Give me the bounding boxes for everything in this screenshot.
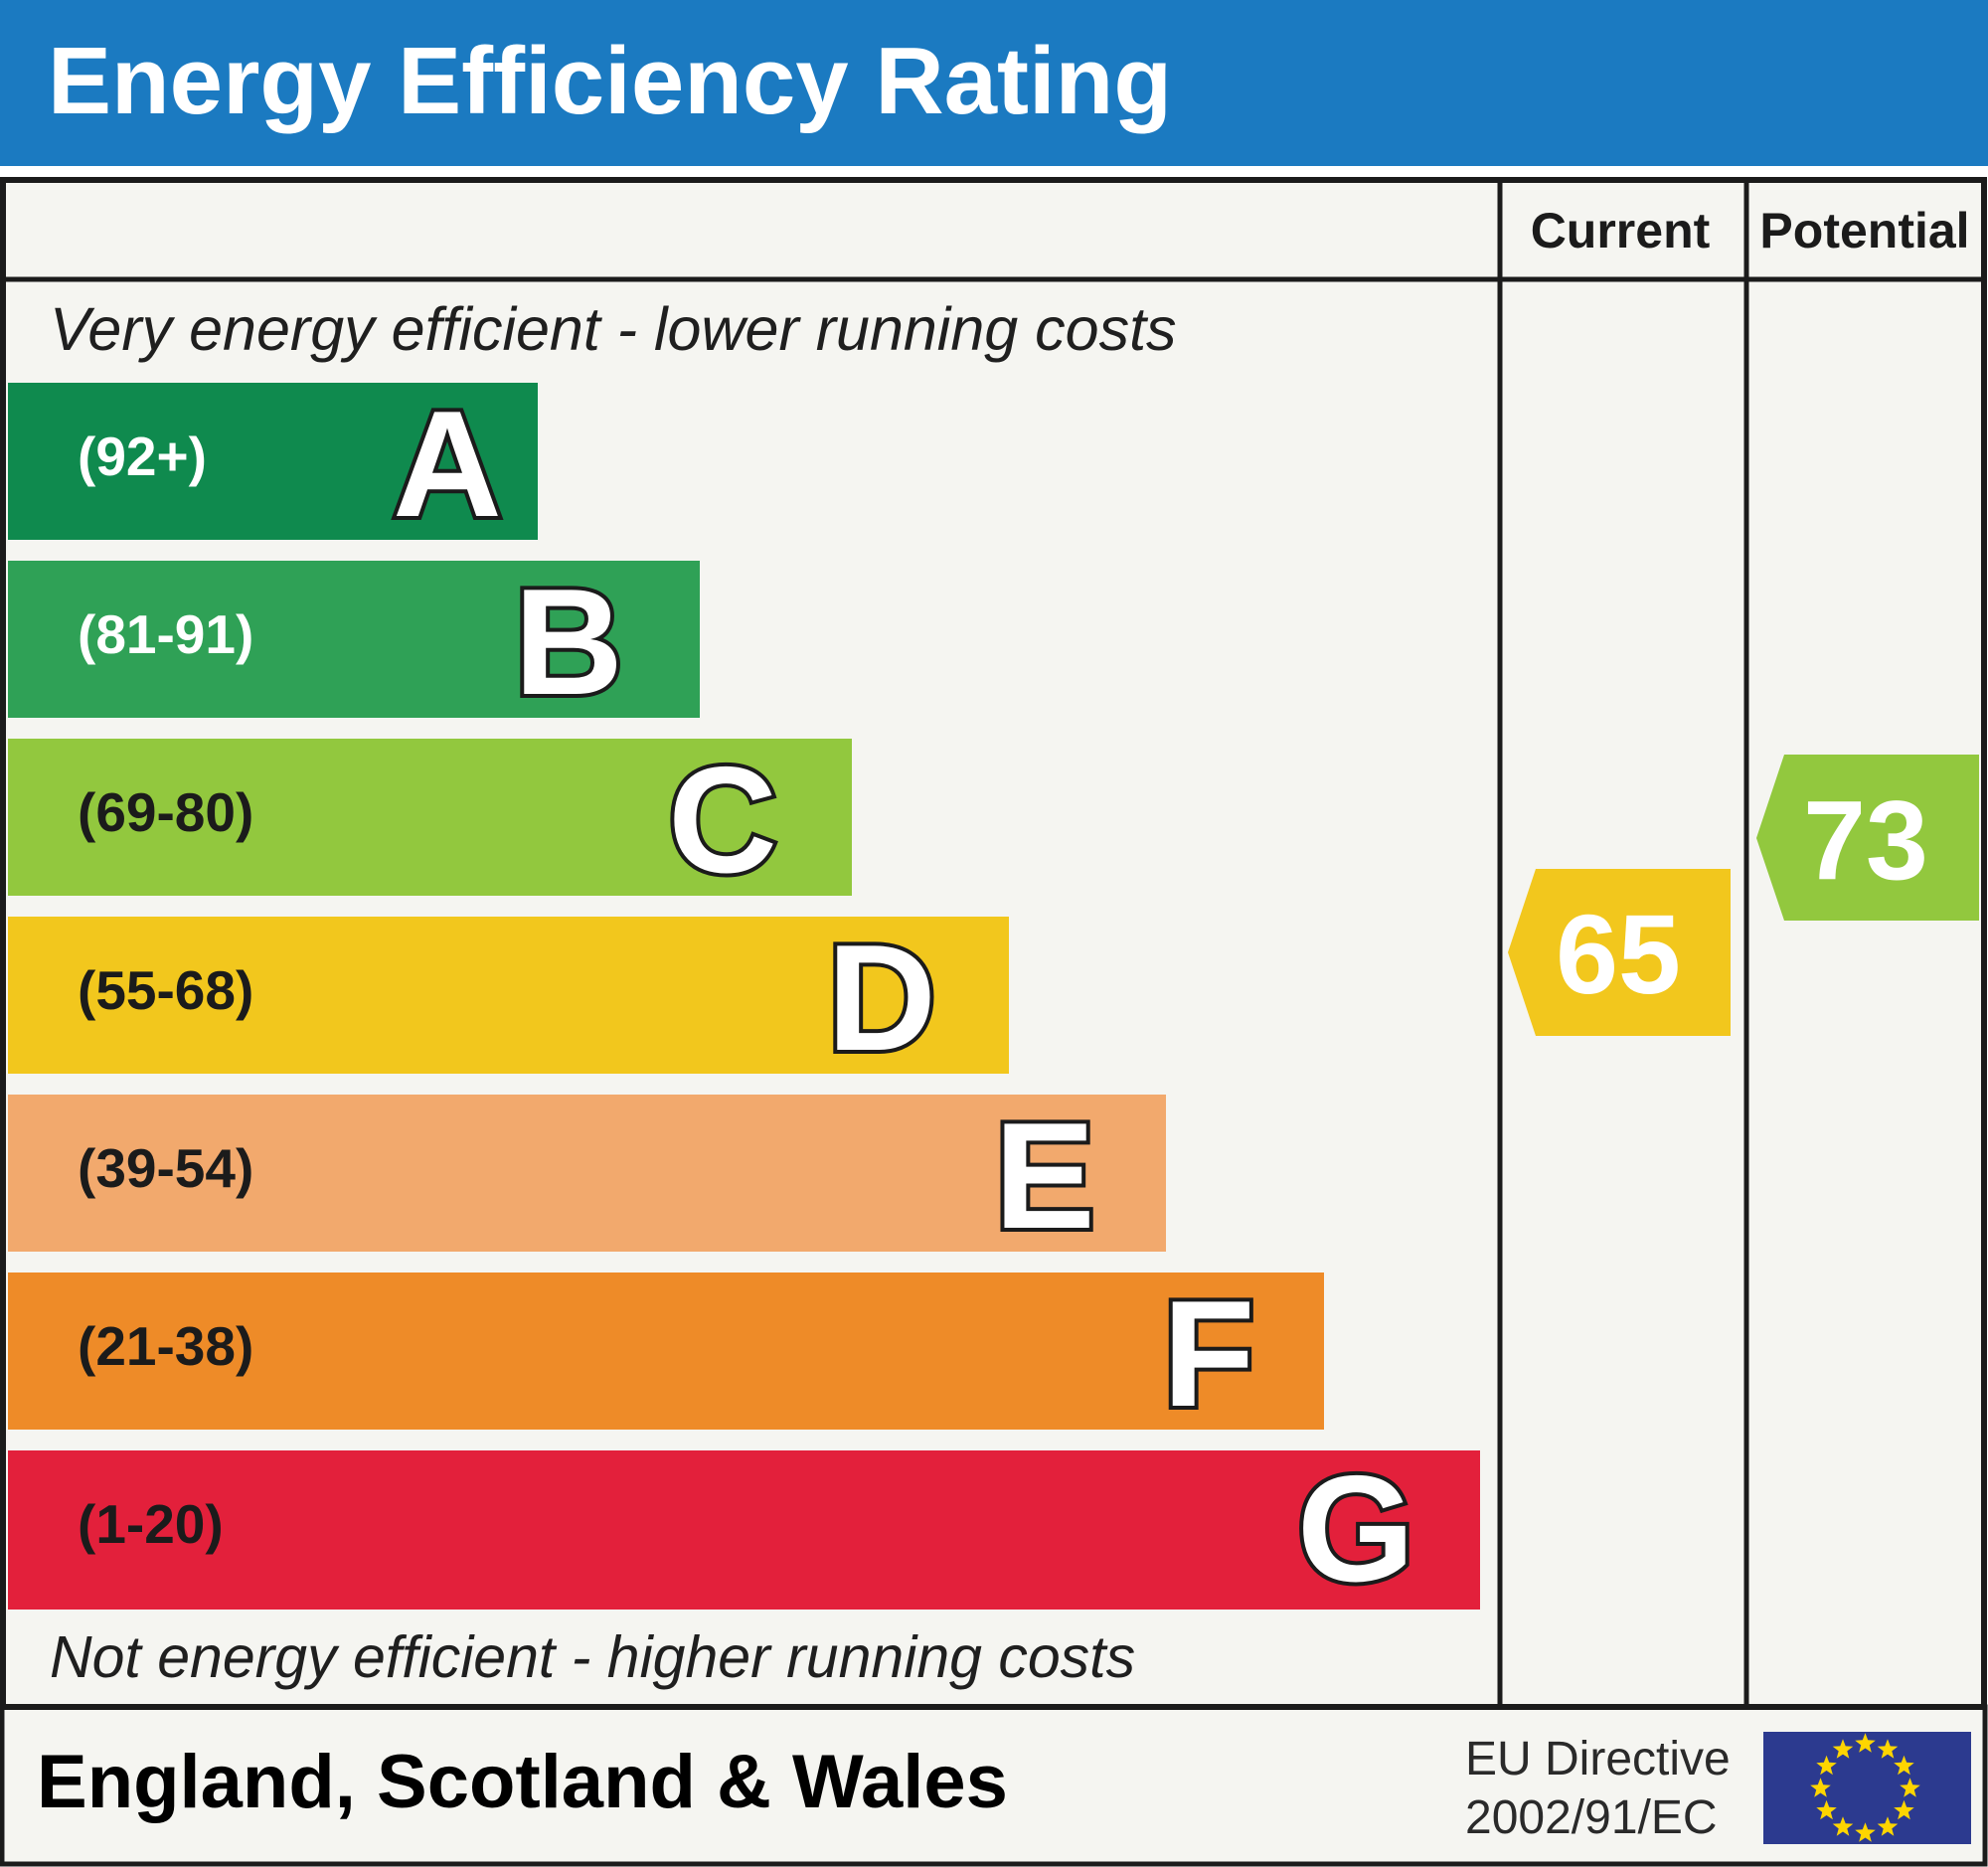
svg-text:Very energy efficient - lower: Very energy efficient - lower running co… xyxy=(50,295,1177,363)
svg-text:65: 65 xyxy=(1556,892,1681,1017)
svg-text:Not energy efficient - higher: Not energy efficient - higher running co… xyxy=(50,1624,1135,1690)
svg-text:EU Directive: EU Directive xyxy=(1465,1733,1731,1785)
svg-text:F: F xyxy=(1163,1270,1255,1439)
svg-text:D: D xyxy=(827,914,936,1083)
svg-text:G: G xyxy=(1297,1444,1414,1613)
svg-text:(81-91): (81-91) xyxy=(78,603,253,665)
svg-text:(1-20): (1-20) xyxy=(78,1493,224,1555)
svg-text:B: B xyxy=(514,558,623,727)
svg-text:E: E xyxy=(994,1092,1094,1261)
svg-text:Potential: Potential xyxy=(1759,203,1969,258)
svg-text:(69-80): (69-80) xyxy=(78,781,253,843)
svg-text:(92+): (92+) xyxy=(78,425,207,487)
svg-text:(21-38): (21-38) xyxy=(78,1315,253,1377)
svg-text:C: C xyxy=(668,736,777,905)
svg-text:Energy Efficiency Rating: Energy Efficiency Rating xyxy=(48,28,1172,134)
svg-text:Current: Current xyxy=(1531,203,1711,258)
svg-text:England, Scotland & Wales: England, Scotland & Wales xyxy=(37,1740,1008,1824)
svg-text:A: A xyxy=(393,380,502,549)
svg-text:73: 73 xyxy=(1803,777,1928,903)
svg-text:(39-54): (39-54) xyxy=(78,1137,253,1199)
svg-text:2002/91/EC: 2002/91/EC xyxy=(1465,1791,1718,1844)
svg-text:(55-68): (55-68) xyxy=(78,959,253,1021)
